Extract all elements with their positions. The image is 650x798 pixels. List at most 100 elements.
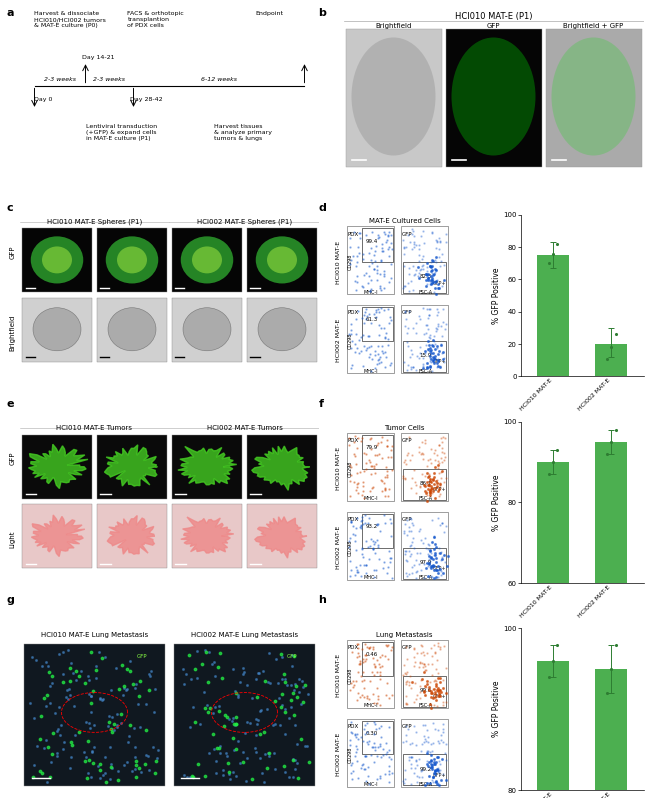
Point	[435, 480, 445, 493]
Point	[264, 746, 274, 759]
Point	[129, 750, 140, 763]
Point	[425, 762, 436, 775]
Point	[257, 665, 268, 678]
Point	[66, 657, 76, 670]
Point	[57, 646, 68, 658]
Point	[374, 357, 385, 369]
Point	[384, 240, 395, 253]
Point	[242, 678, 252, 691]
Point	[430, 688, 441, 701]
Point	[430, 461, 441, 474]
Point	[221, 746, 231, 759]
Point	[351, 483, 361, 496]
Point	[365, 456, 375, 468]
Point	[437, 330, 447, 343]
Point	[399, 456, 410, 468]
Point	[425, 359, 436, 372]
Point	[369, 466, 380, 479]
Point	[42, 689, 53, 701]
Point	[62, 683, 73, 696]
Point	[352, 651, 362, 664]
Point	[432, 235, 443, 248]
Bar	[595, 669, 627, 798]
Point	[384, 721, 395, 733]
Point	[432, 700, 442, 713]
Point	[385, 450, 396, 463]
Point	[408, 531, 419, 544]
Point	[361, 649, 372, 662]
Point	[356, 762, 366, 775]
Point	[438, 768, 448, 780]
Point	[406, 243, 417, 255]
Point	[71, 665, 81, 678]
Point	[428, 339, 438, 352]
Text: HCI002 MAT-E Lung Metastasis: HCI002 MAT-E Lung Metastasis	[191, 632, 298, 638]
FancyBboxPatch shape	[401, 640, 448, 708]
Point	[428, 771, 438, 784]
Point	[368, 543, 378, 555]
Point	[419, 736, 429, 749]
Point	[441, 662, 451, 674]
Point	[355, 658, 365, 670]
Point	[360, 654, 370, 667]
Point	[374, 448, 385, 460]
Point	[400, 773, 411, 786]
FancyBboxPatch shape	[247, 435, 317, 499]
Text: Harvest tissues
& analyze primary
tumors & lungs: Harvest tissues & analyze primary tumors…	[214, 124, 272, 141]
Point	[292, 690, 303, 703]
Point	[409, 269, 419, 282]
Point	[346, 358, 357, 371]
Point	[374, 737, 385, 750]
Point	[85, 689, 96, 702]
Point	[361, 463, 371, 476]
Point	[431, 571, 441, 583]
Point	[372, 541, 383, 554]
Point	[436, 563, 446, 575]
Point	[399, 454, 410, 467]
Point	[136, 766, 146, 779]
Point	[46, 755, 56, 768]
Text: 79.9: 79.9	[366, 445, 378, 450]
Point	[423, 658, 434, 670]
Point	[433, 512, 443, 524]
Point	[104, 709, 114, 722]
Point	[354, 247, 364, 260]
Point	[426, 364, 437, 377]
Point	[98, 693, 109, 705]
Text: 82.3: 82.3	[419, 275, 432, 279]
Point	[276, 673, 287, 685]
Point	[424, 260, 435, 273]
Point	[387, 571, 397, 584]
Point	[378, 562, 388, 575]
Point	[270, 762, 280, 775]
Point	[427, 774, 437, 787]
Point	[419, 327, 429, 340]
Point	[400, 320, 410, 333]
Point	[366, 533, 376, 546]
Point	[355, 465, 365, 478]
Point	[356, 522, 366, 535]
Point	[441, 753, 451, 766]
Point	[86, 745, 97, 758]
Point	[548, 654, 558, 667]
Point	[432, 563, 443, 576]
Point	[424, 756, 434, 768]
Point	[368, 542, 378, 555]
Point	[408, 223, 418, 235]
Point	[212, 741, 222, 754]
Bar	[537, 462, 569, 798]
Point	[438, 566, 448, 579]
Point	[436, 337, 446, 350]
Text: 15.9: 15.9	[419, 353, 432, 358]
Point	[411, 479, 421, 492]
Text: HCI010 MAT-E: HCI010 MAT-E	[336, 240, 341, 283]
Point	[398, 775, 409, 788]
Point	[422, 356, 432, 369]
Point	[385, 236, 396, 249]
Point	[425, 485, 436, 498]
Point	[435, 689, 445, 702]
Point	[364, 642, 374, 654]
Point	[422, 271, 433, 284]
Point	[365, 641, 375, 654]
Point	[352, 276, 363, 289]
